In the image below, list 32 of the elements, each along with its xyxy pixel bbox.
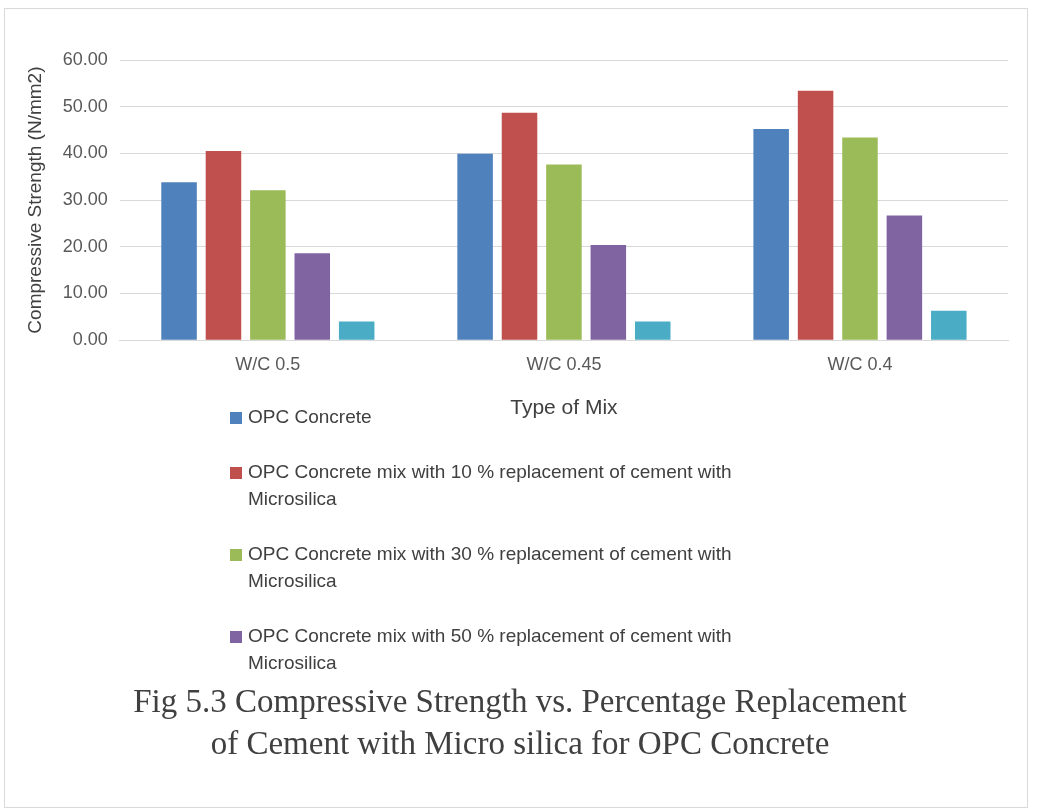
bar bbox=[457, 153, 493, 340]
bar bbox=[294, 253, 331, 340]
bar bbox=[338, 321, 375, 340]
bar bbox=[590, 244, 627, 340]
legend-label: OPC Concrete mix with 50 % replacement of cement with Microsilica bbox=[248, 625, 732, 674]
y-axis-title: Compressive Strength (N/mm2) bbox=[23, 66, 45, 334]
legend-label: OPC Concrete bbox=[248, 406, 372, 428]
y-tick-label: 60.00 bbox=[62, 48, 108, 69]
bar bbox=[753, 129, 789, 340]
bar bbox=[842, 137, 878, 340]
bar bbox=[931, 310, 967, 340]
bar bbox=[886, 215, 923, 340]
y-tick-label: 20.00 bbox=[62, 235, 108, 256]
bar bbox=[797, 90, 834, 340]
bar bbox=[634, 321, 671, 340]
bar bbox=[161, 182, 197, 340]
text: Fig 5.3 Compressive Strength vs. Percentage Replacement of Cement with Micro silica for OPC Concrete bbox=[132, 682, 908, 763]
bar bbox=[501, 112, 538, 340]
y-tick-label: 0.00 bbox=[72, 329, 108, 350]
x-tick-label: W/C 0.45 bbox=[526, 353, 602, 374]
y-tick-label: 10.00 bbox=[62, 282, 108, 303]
y-tick-label: 30.00 bbox=[62, 189, 108, 210]
x-axis-title: Type of Mix bbox=[510, 395, 619, 419]
legend-label: OPC Concrete mix with 10 % replacement of cement with Microsilica bbox=[248, 461, 732, 510]
y-tick-label: 40.00 bbox=[62, 142, 108, 163]
legend-label: OPC Concrete mix with 30 % replacement of cement with Microsilica bbox=[248, 543, 732, 592]
bar bbox=[546, 164, 582, 340]
x-tick-label: W/C 0.4 bbox=[827, 353, 893, 374]
x-tick-label: W/C 0.5 bbox=[235, 353, 301, 374]
y-tick-label: 50.00 bbox=[62, 95, 108, 116]
bar bbox=[205, 151, 242, 340]
bar bbox=[250, 190, 286, 340]
